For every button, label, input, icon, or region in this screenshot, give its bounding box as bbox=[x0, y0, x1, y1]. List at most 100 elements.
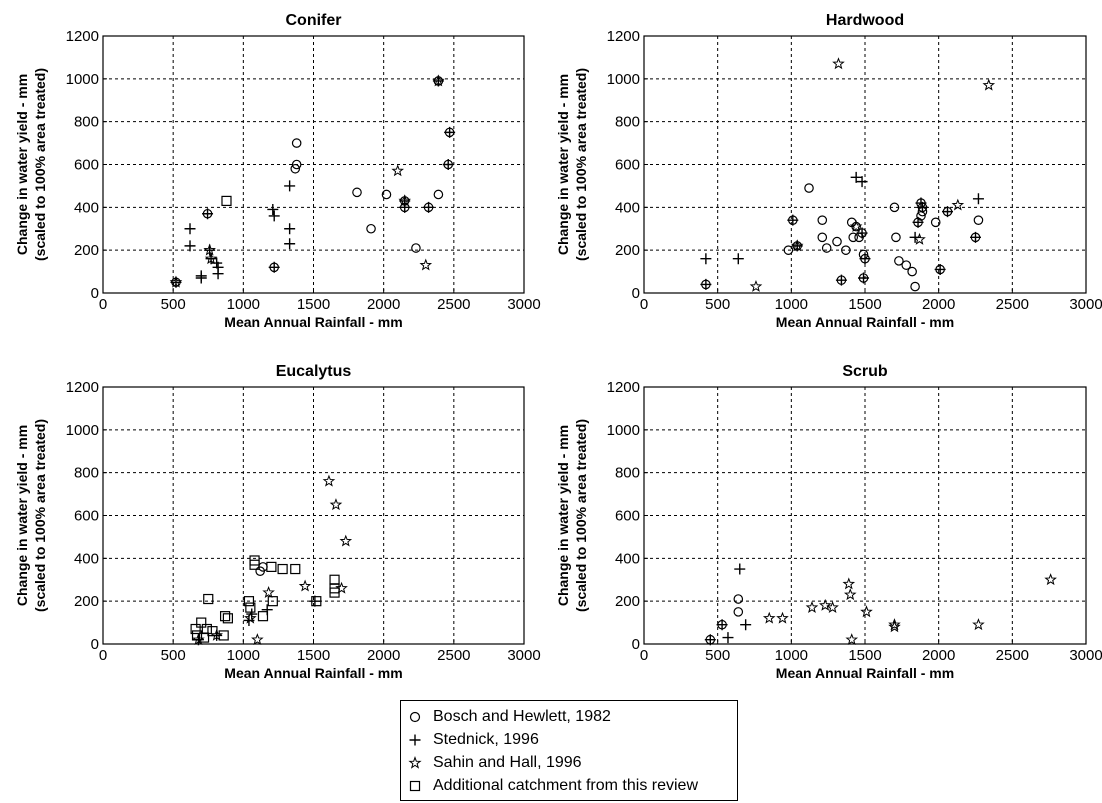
x-tick-label: 1000 bbox=[227, 296, 260, 313]
y-tick-label: 0 bbox=[91, 636, 99, 653]
data-point-star bbox=[335, 581, 348, 594]
data-point-plus bbox=[444, 126, 456, 138]
y-tick-label: 800 bbox=[74, 114, 99, 131]
data-point-square bbox=[201, 623, 212, 635]
data-point-plus bbox=[850, 171, 862, 183]
x-tick-label: 2500 bbox=[996, 296, 1029, 313]
legend-item-bosch: Bosch and Hewlett, 1982 bbox=[401, 706, 611, 728]
data-point-star bbox=[298, 579, 312, 592]
data-point-plus bbox=[859, 253, 871, 265]
y-tick-label: 1000 bbox=[607, 422, 640, 439]
data-point-plus bbox=[184, 240, 196, 252]
data-point-plus bbox=[442, 159, 454, 170]
y-tick-label: 1000 bbox=[66, 422, 99, 439]
panel-title-eucalytus: Eucalytus bbox=[276, 363, 352, 380]
data-point-circle bbox=[930, 217, 941, 228]
panel-title-scrub: Scrub bbox=[842, 363, 888, 380]
y-axis-label-line2: (scaled to 100% area treated) bbox=[32, 68, 48, 261]
data-point-star bbox=[843, 588, 857, 601]
data-point-star bbox=[888, 618, 901, 631]
data-point-plus bbox=[916, 201, 928, 213]
x-tick-label: 2500 bbox=[996, 647, 1029, 664]
x-tick-label: 3000 bbox=[1069, 647, 1102, 664]
y-tick-label: 400 bbox=[74, 550, 99, 567]
data-point-plus bbox=[942, 206, 954, 218]
data-point-square bbox=[266, 561, 277, 573]
x-tick-label: 3000 bbox=[507, 647, 540, 664]
data-point-square bbox=[190, 623, 201, 635]
data-point-plus bbox=[858, 272, 870, 284]
x-tick-label: 0 bbox=[99, 296, 107, 313]
data-point-star bbox=[913, 232, 926, 245]
x-tick-label: 500 bbox=[161, 296, 186, 313]
y-axis-label-line1: Change in water yield - mm bbox=[555, 425, 571, 606]
y-tick-label: 1000 bbox=[66, 71, 99, 88]
data-point-square bbox=[329, 587, 340, 598]
panel-scrub: 0 500 1000 1500 2000 2500 3000 0 200 400 600 800 100… bbox=[555, 363, 1102, 681]
data-point-plus bbox=[423, 201, 435, 213]
data-point-square bbox=[218, 630, 229, 641]
x-tick-label: 1000 bbox=[775, 296, 808, 313]
data-point-plus bbox=[284, 180, 296, 192]
data-point-circle bbox=[381, 189, 392, 200]
series-square bbox=[221, 195, 232, 207]
data-point-plus bbox=[202, 208, 214, 220]
series-plus bbox=[704, 563, 752, 646]
x-tick-label: 0 bbox=[640, 647, 648, 664]
data-point-plus bbox=[856, 176, 868, 188]
y-tick-label: 200 bbox=[74, 242, 99, 259]
x-tick-label: 500 bbox=[705, 647, 730, 664]
data-point-star bbox=[849, 219, 863, 232]
y-tick-label: 0 bbox=[632, 285, 640, 302]
data-point-circle bbox=[891, 232, 901, 243]
y-tick-label: 200 bbox=[615, 593, 640, 610]
series-circle bbox=[171, 76, 455, 288]
data-point-circle bbox=[817, 215, 828, 225]
series-star bbox=[169, 74, 445, 288]
data-point-square bbox=[311, 596, 322, 607]
data-point-square bbox=[257, 611, 269, 622]
data-point-plus bbox=[700, 278, 712, 290]
series-star bbox=[749, 57, 996, 292]
data-point-star bbox=[790, 239, 804, 252]
square-marker-icon bbox=[409, 780, 421, 792]
x-axis-label: Mean Annual Rainfall - mm bbox=[224, 665, 402, 681]
data-point-circle bbox=[910, 281, 920, 292]
data-point-square bbox=[329, 574, 340, 585]
x-tick-label: 2000 bbox=[367, 296, 400, 313]
data-point-circle bbox=[433, 189, 444, 200]
data-point-star bbox=[262, 585, 275, 598]
data-point-star bbox=[776, 611, 789, 624]
legend-label-additional: Additional catchment from this review bbox=[433, 777, 698, 794]
data-point-plus bbox=[912, 216, 924, 228]
data-point-circle bbox=[894, 256, 904, 266]
x-tick-label: 2500 bbox=[437, 647, 470, 664]
data-point-star bbox=[826, 600, 839, 613]
x-tick-label: 500 bbox=[161, 647, 186, 664]
y-axis-label-line2: (scaled to 100% area treated) bbox=[573, 68, 589, 261]
series-star bbox=[762, 573, 1057, 646]
data-point-star bbox=[432, 74, 445, 87]
data-point-plus bbox=[835, 274, 847, 286]
legend: Bosch and Hewlett, 1982 Stednick, 1996 S… bbox=[400, 700, 738, 801]
data-point-plus bbox=[309, 595, 321, 607]
y-tick-label: 600 bbox=[74, 157, 99, 174]
x-tick-label: 2000 bbox=[922, 647, 955, 664]
data-point-square bbox=[222, 613, 233, 624]
data-point-star bbox=[832, 57, 845, 70]
data-point-square bbox=[277, 563, 288, 575]
data-point-star bbox=[204, 252, 218, 265]
x-tick-label: 1500 bbox=[297, 296, 330, 313]
data-point-star bbox=[398, 194, 412, 207]
y-tick-label: 400 bbox=[74, 199, 99, 216]
data-point-star bbox=[888, 620, 901, 633]
data-point-plus bbox=[972, 193, 984, 205]
data-point-circle bbox=[973, 215, 984, 225]
data-point-circle bbox=[821, 243, 832, 253]
x-tick-label: 0 bbox=[640, 296, 648, 313]
y-tick-label: 200 bbox=[74, 593, 99, 610]
data-point-star bbox=[842, 577, 856, 590]
data-point-plus bbox=[284, 238, 296, 250]
figure: 0 500 1000 1500 2000 2500 30000200400600800100… bbox=[14, 12, 1102, 681]
data-point-circle bbox=[841, 245, 851, 255]
